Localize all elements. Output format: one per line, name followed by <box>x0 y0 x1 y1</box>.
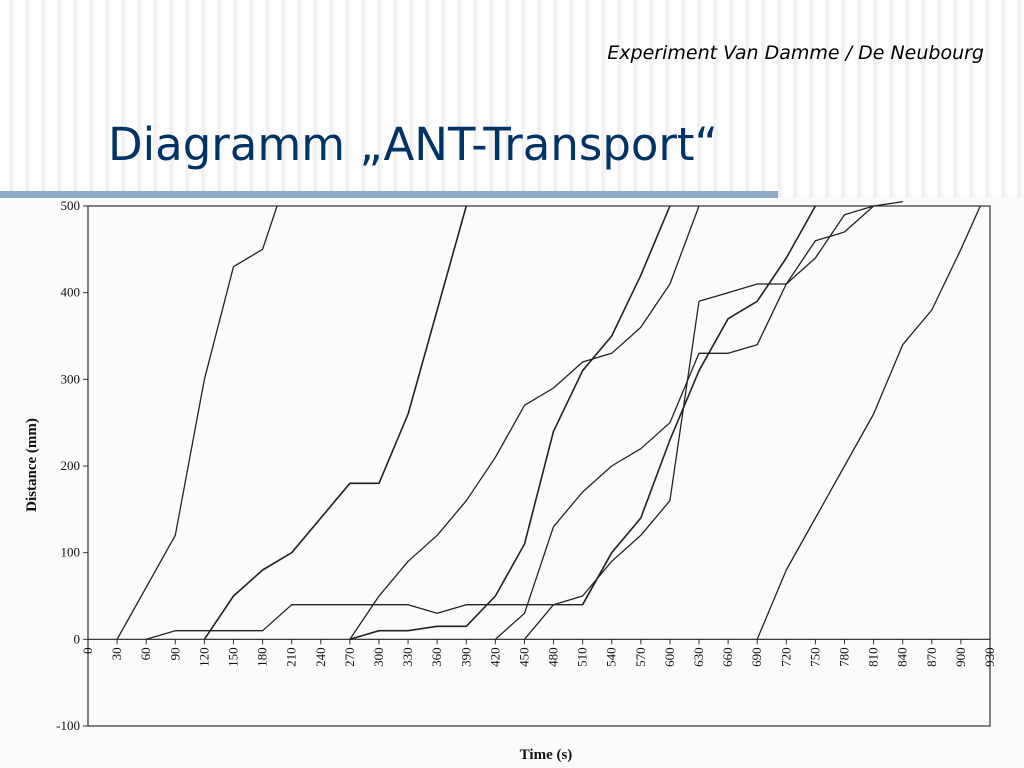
x-tick-label: 420 <box>487 647 502 667</box>
tick-layer: -100 0 100 200 300 400 500 0 30 60 90 120 150 180 210 2… <box>56 198 997 733</box>
y-tick-label: 100 <box>61 545 81 560</box>
y-tick-label: 200 <box>61 458 81 473</box>
x-axis-label: Time (s) <box>520 747 573 763</box>
x-tick-label: 150 <box>225 647 240 667</box>
series-line-2 <box>203 205 468 640</box>
y-tick-label: 300 <box>61 371 81 386</box>
x-tick-label: 180 <box>255 647 270 667</box>
x-tick-label: 210 <box>284 647 299 667</box>
x-tick-label: 600 <box>662 647 677 667</box>
y-tick-label: 0 <box>74 631 81 646</box>
y-tick-label: 400 <box>61 285 81 300</box>
x-tick-label: 780 <box>837 647 852 667</box>
x-tick-label: 60 <box>138 647 153 660</box>
series-line-9 <box>756 205 981 640</box>
x-tick-label: 30 <box>109 647 124 660</box>
series-line-7 <box>524 205 875 640</box>
series-line-1 <box>116 205 278 640</box>
series-line-6 <box>494 201 903 640</box>
x-tick-label: 300 <box>371 647 386 667</box>
slide-title: Diagramm „ANT-Transport“ <box>108 118 718 171</box>
x-tick-label: 390 <box>458 647 473 667</box>
title-divider <box>0 191 778 200</box>
x-tick-label: 660 <box>720 647 735 667</box>
y-axis-label: Distance (mm) <box>24 418 40 512</box>
series-line-3 <box>146 552 613 640</box>
series-layer <box>116 201 981 641</box>
x-tick-label: 90 <box>167 647 182 660</box>
x-tick-label: 120 <box>196 647 211 667</box>
x-tick-label: 570 <box>633 647 648 667</box>
series-line-8 <box>581 205 817 606</box>
x-tick-label: 900 <box>953 647 968 667</box>
x-tick-label: 690 <box>749 647 764 667</box>
x-tick-label: 840 <box>895 647 910 667</box>
chart-area: -100 0 100 200 300 400 500 0 30 60 90 120 150 180 210 2… <box>0 198 1024 768</box>
chart-frame <box>87 205 991 727</box>
x-tick-label: 750 <box>807 647 822 667</box>
x-tick-label: 0 <box>80 647 95 654</box>
x-tick-label: 930 <box>982 647 997 667</box>
x-tick-label: 510 <box>575 647 590 667</box>
x-tick-label: 270 <box>342 647 357 667</box>
line-chart: -100 0 100 200 300 400 500 0 30 60 90 120 150 180 210 2… <box>24 198 997 763</box>
series-line-5 <box>349 205 671 641</box>
x-tick-label: 360 <box>429 647 444 667</box>
y-tick-label: 500 <box>61 198 81 213</box>
x-tick-label: 870 <box>924 647 939 667</box>
series-line-4 <box>349 205 700 640</box>
x-tick-label: 330 <box>400 647 415 667</box>
y-tick-label: -100 <box>56 718 80 733</box>
x-tick-label: 450 <box>516 647 531 667</box>
x-tick-label: 810 <box>866 647 881 667</box>
x-tick-label: 540 <box>604 647 619 667</box>
x-tick-label: 630 <box>691 647 706 667</box>
x-tick-label: 720 <box>778 647 793 667</box>
slide-subtitle: Experiment Van Damme / De Neubourg <box>607 42 984 64</box>
plot-border <box>87 205 991 727</box>
x-tick-label: 480 <box>546 647 561 667</box>
x-tick-label: 240 <box>313 647 328 667</box>
